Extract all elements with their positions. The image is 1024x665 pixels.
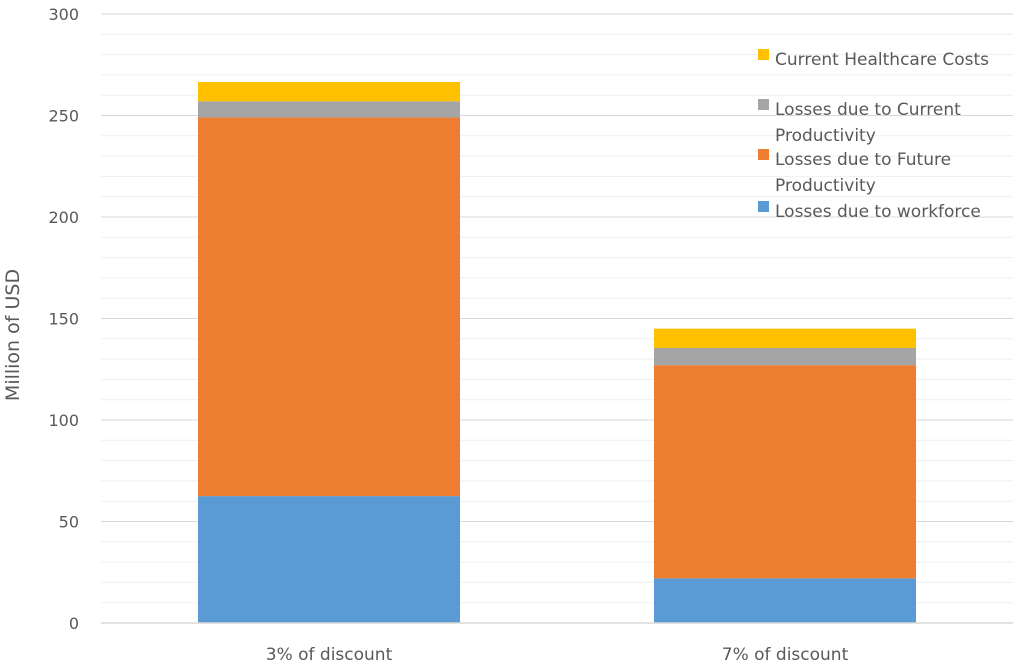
x-category-label: 3% of discount <box>266 645 393 665</box>
y-tick-label: 200 <box>48 208 79 227</box>
y-tick-label: 250 <box>48 107 79 126</box>
bar-segment <box>654 347 916 366</box>
y-tick-label: 0 <box>69 614 79 633</box>
bar-segment <box>198 101 460 118</box>
legend-swatch <box>758 149 769 160</box>
legend-label: Current Healthcare Costs <box>775 50 989 70</box>
bar-segment <box>198 117 460 497</box>
bar-segment <box>654 328 916 348</box>
axes: 0 50 100 150 200 250 300 3% of discount 7% of di… <box>48 5 1013 665</box>
x-category-label: 7% of discount <box>722 645 849 665</box>
y-tick-label: 100 <box>48 411 79 430</box>
legend-label: Losses due to workforce <box>775 202 981 222</box>
legend: Current Healthcare Costs Losses due to Cu… <box>758 49 989 222</box>
legend-swatch <box>758 201 769 212</box>
bars <box>198 82 916 623</box>
y-tick-label: 300 <box>48 5 79 24</box>
bar-segment <box>654 365 916 579</box>
bar-segment <box>198 82 460 102</box>
y-tick-label: 150 <box>48 310 79 329</box>
y-tick-label: 50 <box>59 513 79 532</box>
legend-swatch <box>758 49 769 60</box>
legend-swatch <box>758 99 769 110</box>
y-axis-label: Million of USD <box>2 269 24 401</box>
legend-label: Losses due to Current Productivity <box>775 100 961 146</box>
legend-label: Losses due to Future Productivity <box>775 150 951 196</box>
bar-segment <box>198 496 460 623</box>
bar-segment <box>654 578 916 623</box>
